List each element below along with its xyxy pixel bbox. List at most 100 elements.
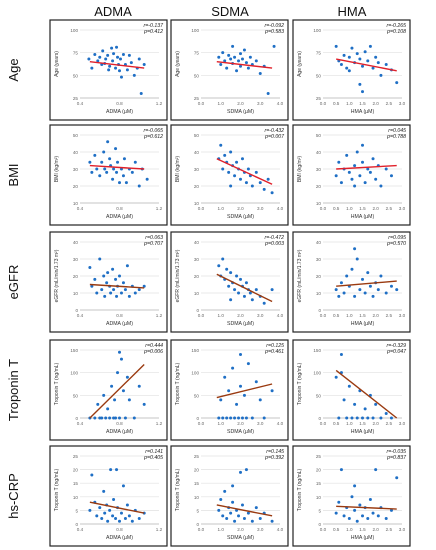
data-point — [90, 284, 94, 288]
y-tick-label: 10 — [194, 201, 200, 206]
data-point — [219, 398, 223, 402]
col-title-adma: ADMA — [94, 4, 132, 19]
y-tick-label: 5 — [75, 508, 78, 513]
scatter-panel: 10 20 30 40 50 0.4 0.8 1.2 ADMA (µM) BMI (kg/m²) r… — [49, 124, 168, 226]
data-point — [374, 402, 378, 406]
y-axis-label: Troponin T (ng/mL) — [297, 468, 303, 511]
y-tick-label: 0 — [196, 522, 199, 527]
x-tick-label: 0.5 — [333, 101, 340, 106]
data-point — [355, 257, 359, 261]
data-point — [111, 267, 115, 271]
x-tick-label: 1.5 — [359, 206, 366, 211]
data-point — [361, 160, 364, 164]
y-tick-label: 0 — [318, 416, 321, 421]
y-axis-label: eGFR (mL/min/1.73 m²) — [54, 249, 60, 302]
data-point — [229, 416, 233, 420]
data-point — [223, 489, 227, 493]
data-point — [366, 517, 370, 521]
x-tick-label: 1.0 — [218, 206, 225, 211]
x-axis-label: ADMA (µM) — [106, 429, 133, 435]
p-value: p=0.405 — [143, 455, 163, 461]
data-point — [235, 160, 239, 164]
data-point — [246, 511, 250, 515]
y-tick-label: 30 — [194, 257, 200, 262]
data-point — [244, 468, 248, 472]
p-value: p=0.003 — [264, 241, 284, 247]
data-point — [121, 52, 125, 56]
data-point — [389, 416, 393, 420]
y-tick-label: 30 — [73, 257, 79, 262]
data-point — [347, 170, 351, 174]
data-point — [229, 298, 233, 302]
data-point — [374, 55, 378, 59]
panel-frame — [170, 231, 289, 333]
data-point — [88, 266, 92, 269]
row-title: Troponin T — [6, 359, 21, 421]
data-point — [98, 506, 102, 510]
x-tick-label: 0.8 — [116, 421, 123, 426]
y-tick-label: 15 — [194, 481, 200, 486]
data-point — [118, 57, 122, 61]
x-axis-label: SDMA (µM) — [227, 321, 254, 327]
data-point — [95, 514, 99, 518]
data-point — [130, 519, 134, 523]
x-tick-label: 1.0 — [346, 101, 353, 106]
row-title: eGFR — [6, 265, 21, 300]
x-tick-label: 3.0 — [399, 313, 406, 318]
data-point — [345, 153, 349, 157]
data-point — [102, 489, 106, 493]
trend-line — [216, 61, 273, 69]
p-value: p=0.707 — [143, 241, 164, 247]
x-tick-label: 0.0 — [198, 313, 205, 318]
data-point — [361, 514, 364, 518]
data-point — [124, 181, 128, 185]
x-axis-label: SDMA (µM) — [227, 535, 254, 541]
x-tick-label: 3.0 — [257, 313, 264, 318]
y-tick-label: 10 — [73, 201, 79, 206]
trend-line — [336, 164, 397, 170]
data-point — [358, 57, 362, 61]
y-tick-label: 0 — [318, 522, 321, 527]
y-tick-label: 40 — [316, 240, 322, 245]
data-point — [130, 170, 134, 174]
y-tick-label: 25 — [194, 454, 200, 459]
data-point — [384, 517, 388, 521]
data-point — [347, 55, 351, 59]
data-point — [342, 398, 346, 402]
data-point — [106, 53, 110, 57]
data-point — [108, 157, 112, 161]
row-titles: Age BMI eGFR Troponin T hs-CRP — [6, 58, 21, 518]
y-tick-label: 40 — [194, 150, 200, 155]
data-point — [118, 416, 121, 420]
x-axis-label: SDMA (µM) — [227, 429, 254, 435]
x-tick-label: 1.5 — [359, 101, 366, 106]
x-tick-label: 1.2 — [156, 421, 163, 426]
x-tick-label: 0.0 — [198, 101, 205, 106]
r-value: r=-0.472 — [265, 235, 285, 241]
data-point — [231, 500, 235, 504]
x-tick-label: 2.0 — [237, 527, 244, 532]
trend-line — [216, 158, 273, 185]
data-point — [221, 257, 225, 261]
y-axis-label: Age (years) — [297, 51, 303, 77]
x-axis-label: SDMA (µM) — [227, 214, 254, 220]
y-tick-label: 10 — [73, 495, 79, 500]
y-tick-label: 75 — [194, 51, 200, 56]
x-tick-label: 0.4 — [77, 313, 84, 318]
panel-frame — [170, 19, 289, 121]
data-point — [221, 416, 225, 420]
data-point — [371, 511, 375, 515]
data-point — [337, 160, 341, 164]
x-tick-label: 4.0 — [277, 206, 284, 211]
scatter-panel: 25 50 75 100 0.4 0.8 1.2 ADMA (µM) Age (years) r=… — [49, 19, 168, 121]
data-point — [384, 167, 388, 171]
data-point — [100, 160, 104, 164]
x-tick-label: 0.0 — [320, 206, 327, 211]
data-point — [121, 484, 125, 488]
x-tick-label: 4.0 — [277, 313, 284, 318]
y-tick-label: 40 — [73, 240, 79, 245]
panel-frame — [49, 231, 168, 333]
y-tick-label: 20 — [316, 184, 322, 189]
data-point — [225, 267, 229, 271]
trend-line — [216, 383, 273, 399]
